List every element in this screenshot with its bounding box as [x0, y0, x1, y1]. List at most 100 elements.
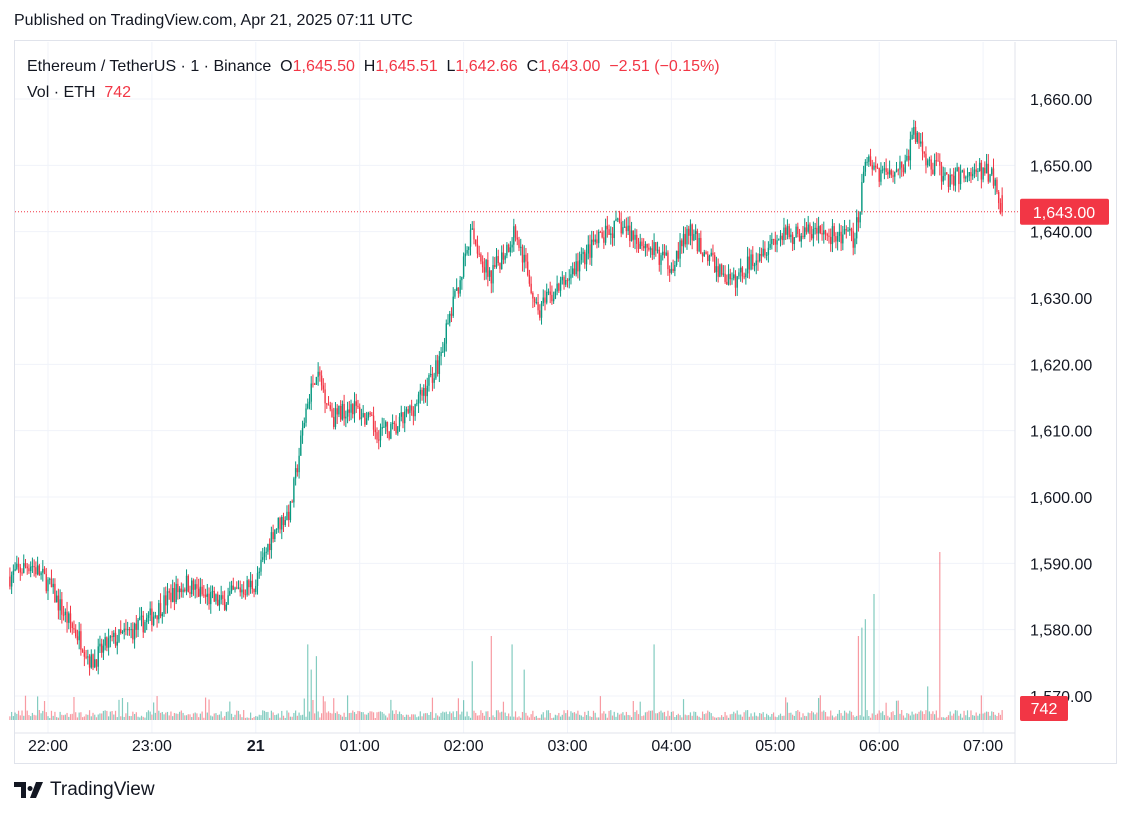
volume-bar	[759, 713, 761, 720]
volume-bar	[850, 711, 853, 720]
volume-bar	[336, 711, 338, 720]
candle-body	[662, 251, 664, 256]
candle-body	[85, 656, 87, 658]
candle-body	[838, 231, 841, 237]
tradingview-logo[interactable]: TradingView	[14, 779, 155, 801]
volume-bar	[665, 716, 667, 720]
volume-bar	[54, 711, 56, 720]
candle-body	[892, 175, 894, 177]
volume-bar	[800, 717, 802, 720]
candle-body	[481, 261, 484, 268]
volume-bar	[797, 710, 799, 720]
candle-body	[606, 225, 609, 230]
volume-bar	[506, 716, 508, 720]
volume-bar	[106, 710, 108, 720]
candle-body	[620, 221, 622, 234]
volume-bar	[992, 711, 995, 720]
volume-bar	[165, 712, 167, 720]
candle-body	[805, 227, 808, 232]
candle-body	[121, 631, 124, 633]
candle-body	[194, 584, 196, 590]
candle-body	[281, 516, 283, 530]
volume-bar	[378, 711, 380, 720]
candle-body	[78, 631, 80, 641]
candle-body	[249, 580, 252, 588]
volume-bar	[461, 711, 463, 720]
volume-bar	[655, 713, 657, 720]
candle-body	[355, 401, 357, 406]
candle-body	[494, 265, 496, 267]
volume-bar	[762, 712, 764, 720]
volume-bar	[501, 711, 503, 720]
candle-body	[294, 468, 297, 479]
candle-body	[584, 251, 586, 265]
volume-bar	[814, 714, 816, 720]
volume-bar	[625, 711, 627, 720]
candle-body	[570, 274, 572, 279]
candle-body	[965, 177, 967, 179]
volume-bar	[875, 714, 877, 720]
candle-body	[197, 588, 200, 597]
volume-bar	[757, 716, 759, 720]
candle-body	[913, 126, 915, 135]
candle-body	[54, 583, 56, 603]
volume-bar	[263, 710, 266, 720]
chart-frame[interactable]	[14, 40, 1117, 764]
time-tick-label: 23:00	[132, 738, 172, 755]
volume-bar	[868, 715, 870, 720]
volume-bar	[99, 713, 101, 720]
candle-body	[585, 253, 588, 265]
volume-bar	[897, 700, 899, 720]
volume-bar	[717, 717, 719, 720]
volume-bar	[109, 711, 111, 720]
price-tick-label: 1,600.00	[1030, 490, 1092, 507]
volume-bar	[179, 711, 181, 720]
volume-bar	[610, 710, 612, 720]
candle-body	[566, 280, 569, 282]
volume-bar	[184, 715, 186, 720]
candle-body	[319, 371, 321, 376]
candle-body	[419, 389, 422, 395]
volume-bar	[94, 714, 96, 720]
volume-bar	[629, 715, 631, 720]
candle-body	[987, 163, 989, 182]
volume-bar	[471, 661, 473, 720]
candle-body	[360, 417, 363, 419]
volume-bar	[454, 716, 456, 720]
volume-bar	[719, 717, 721, 720]
volume-bar	[949, 711, 951, 720]
volume-bar	[662, 712, 664, 720]
volume-bar	[146, 712, 148, 720]
candle-body	[746, 256, 749, 274]
volume-bar	[724, 711, 726, 720]
candle-body	[613, 220, 615, 239]
high-value: 1,645.51	[375, 58, 438, 75]
candle-body	[942, 176, 944, 182]
candle-body	[132, 629, 134, 640]
candle-body	[611, 233, 614, 239]
candle-body	[994, 179, 996, 186]
volume-bar	[135, 712, 137, 720]
time-tick-label: 01:00	[340, 738, 380, 755]
volume-bar	[587, 710, 589, 720]
candle-body	[868, 156, 870, 162]
candle-body	[963, 170, 965, 179]
volume-bar	[838, 710, 840, 720]
candle-body	[322, 385, 325, 390]
candle-body	[362, 413, 364, 418]
volume-bar	[617, 712, 619, 720]
volume-bar	[613, 711, 615, 720]
symbol-title[interactable]: Ethereum / TetherUS · 1 · Binance	[27, 58, 272, 75]
volume-bar	[250, 712, 252, 720]
volume-bar	[324, 701, 326, 720]
volume-label[interactable]: Vol · ETH	[27, 84, 96, 101]
candle-body	[707, 254, 709, 262]
candle-body	[90, 654, 92, 668]
volume-bar	[466, 711, 468, 720]
volume-bar	[963, 710, 965, 720]
volume-bar	[740, 714, 742, 720]
candle-body	[970, 172, 972, 177]
volume-bar	[364, 714, 366, 720]
volume-bar	[281, 710, 283, 720]
